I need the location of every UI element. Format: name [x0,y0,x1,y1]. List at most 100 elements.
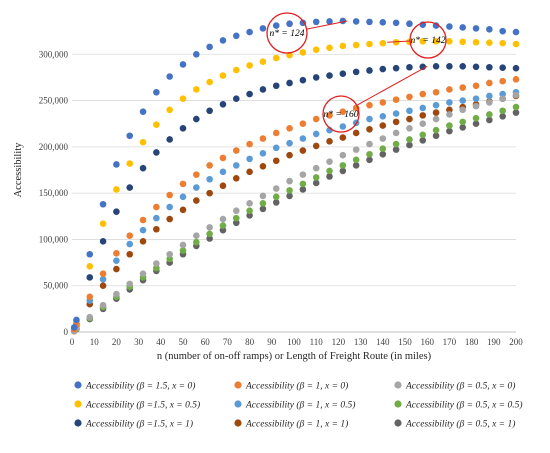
data-point [339,42,347,50]
data-point [352,129,360,137]
x-tick-label: 100 [287,337,301,347]
legend-label: Accessibility (β = 1, x = 0) [245,381,348,392]
data-point [432,109,440,116]
x-tick-label: 200 [509,337,523,347]
data-point [299,135,307,142]
data-point [446,99,453,106]
data-point [193,197,200,204]
data-point [232,66,240,74]
data-point [419,120,427,128]
data-point [246,62,253,69]
data-point [499,95,506,103]
x-tick-label: 120 [332,337,346,347]
data-point [446,127,453,135]
data-point [459,124,467,131]
data-point [312,164,320,172]
x-tick-label: 70 [223,337,233,347]
y-tick-label: 150,000 [39,188,69,198]
data-point [432,88,440,96]
data-point [446,106,453,114]
data-point [379,99,387,106]
data-point [259,200,267,207]
y-tick-label: 300,000 [39,49,69,59]
data-point [392,64,400,72]
data-point [406,125,413,132]
data-point [219,182,227,190]
data-point [126,132,134,140]
legend-label: Accessibility (β = 0.5, x = 0.5) [405,400,522,411]
data-point [459,84,467,91]
legend-marker [234,419,242,427]
data-point [352,18,360,25]
data-point [219,154,227,162]
data-point [139,270,147,277]
data-point [179,193,187,201]
data-point [326,18,333,25]
data-point [219,100,227,108]
data-point [366,40,373,48]
data-point [312,18,320,26]
series-points [70,92,520,334]
data-point [139,108,147,115]
data-point [366,101,373,109]
legend-item: Accessibility (β = 1, x = 0.5) [234,400,355,411]
x-tick-label: 10 [90,337,100,347]
data-point [406,20,413,28]
data-point [312,179,320,187]
data-point [113,208,120,215]
data-point [472,82,480,90]
data-point [86,274,94,281]
legend-label: Accessibility (β =1.5, x = 0.5) [85,400,200,411]
data-point [286,192,293,200]
data-point [352,162,360,169]
data-point [206,189,213,197]
data-point [153,214,160,222]
data-point [472,63,480,71]
data-point [459,106,467,114]
data-point [499,39,506,47]
data-point [512,91,520,99]
data-point [139,138,147,146]
data-point [459,24,467,31]
x-tick-label: 80 [245,337,255,347]
y-tick-label: 200,000 [39,142,69,152]
data-point [272,157,280,165]
data-point [512,64,520,72]
data-point [206,78,213,86]
data-point [272,82,280,90]
legend-label: Accessibility (β = 1, x = 0.5) [245,400,355,411]
data-point [139,216,147,224]
data-point [73,316,80,324]
y-tick-label: 100,000 [39,234,69,244]
data-point [486,116,493,124]
data-point [472,102,480,110]
data-point [312,46,320,53]
data-point [486,111,493,118]
data-point [326,112,333,119]
data-point [312,142,320,150]
data-point [126,232,134,240]
data-point [70,324,78,331]
annotation-leader [306,20,348,30]
data-point [193,184,200,191]
data-point [259,86,267,93]
data-point [472,114,480,122]
data-point [472,38,480,46]
legend-label: Accessibility (β = 1, x = 1) [245,419,348,430]
data-point [379,19,387,26]
legend-marker [394,419,402,427]
data-point [352,146,360,153]
annotation-circle [409,21,447,59]
x-tick-label: 110 [310,337,324,347]
data-point [219,215,227,223]
data-point [392,110,400,117]
data-point [419,112,427,119]
data-point [392,146,400,153]
y-axis-ticks: 0 50,000 100,000 150,000 200,000 250,000 300,0… [39,49,69,337]
data-point [499,64,506,72]
data-point [326,158,333,165]
data-point [166,73,173,80]
data-point [446,111,453,118]
data-point [392,96,400,103]
data-point [153,225,160,233]
